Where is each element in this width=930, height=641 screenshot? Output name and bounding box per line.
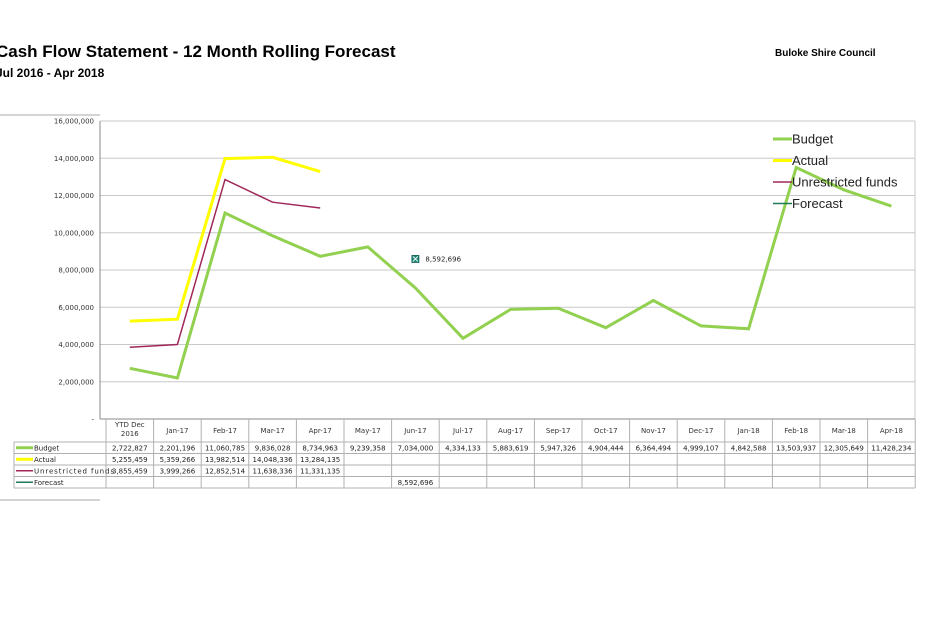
x-tick-label: YTD Dec — [114, 421, 145, 429]
x-tick-label: Apr-18 — [880, 427, 903, 435]
y-tick-label: 4,000,000 — [58, 341, 94, 349]
table-cell-value: 11,638,336 — [253, 467, 294, 475]
series-line-budget — [129, 165, 892, 380]
y-tick-label: 6,000,000 — [58, 304, 94, 312]
x-tick-label: May-17 — [355, 427, 381, 435]
table-cell-value: 2,722,827 — [112, 444, 148, 452]
table-row-label: Actual — [34, 456, 56, 464]
table-cell-value: 13,982,514 — [205, 456, 246, 464]
table-cell-value: 9,239,358 — [350, 444, 386, 452]
table-cell-value: 14,048,336 — [253, 456, 294, 464]
organization-name: Buloke Shire Council — [775, 48, 876, 59]
table-cell-value: 9,836,028 — [255, 444, 291, 452]
x-tick-label: 2016 — [121, 430, 139, 438]
table-cell-value: 6,364,494 — [636, 444, 672, 452]
forecast-data-label: 8,592,696 — [425, 255, 461, 263]
table-cell-value: 7,034,000 — [398, 444, 434, 452]
legend-label: Actual — [792, 153, 828, 168]
x-tick-label: Mar-18 — [832, 427, 856, 435]
table-cell-value: 11,331,135 — [300, 467, 340, 475]
table-cell-value: 5,883,619 — [493, 444, 529, 452]
x-tick-label: Mar-17 — [260, 427, 284, 435]
x-tick-label: Jan-18 — [736, 427, 759, 435]
table-cell-value: 12,852,514 — [205, 467, 246, 475]
x-tick-label: Nov-17 — [641, 427, 666, 435]
x-tick-label: Jan-17 — [165, 427, 188, 435]
table-cell-value: 5,947,326 — [540, 444, 576, 452]
table-cell-value: 13,284,135 — [300, 456, 340, 464]
legend-label: Unrestricted funds — [792, 175, 898, 190]
table-cell-value: 4,904,444 — [588, 444, 624, 452]
x-tick-label: Feb-17 — [213, 427, 237, 435]
y-tick-label: 10,000,000 — [54, 229, 94, 237]
table-cell-value: 3,999,266 — [160, 467, 196, 475]
table-cell-value: 13,503,937 — [776, 444, 816, 452]
table-cell-value: 8,734,963 — [302, 444, 338, 452]
table-cell-value: 2,201,196 — [160, 444, 196, 452]
y-tick-label: 14,000,000 — [54, 155, 94, 163]
x-tick-label: Jul-17 — [452, 427, 473, 435]
x-tick-label: Apr-17 — [309, 427, 332, 435]
y-tick-label: 12,000,000 — [54, 192, 94, 200]
table-cell-value: 12,305,649 — [824, 444, 864, 452]
y-tick-label: 8,000,000 — [58, 267, 94, 275]
series-line-actual — [129, 155, 321, 323]
table-cell-value: 4,334,133 — [445, 444, 481, 452]
y-tick-label: 16,000,000 — [54, 118, 94, 126]
legend-label: Forecast — [792, 196, 843, 211]
table-cell-value: 8,592,696 — [398, 479, 434, 487]
table-cell-value: 5,255,459 — [112, 456, 148, 464]
table-row-label: Budget — [34, 444, 59, 452]
legend-label: Budget — [792, 132, 834, 147]
table-cell-value: 4,999,107 — [683, 444, 719, 452]
x-tick-label: Feb-18 — [784, 427, 808, 435]
x-tick-label: Oct-17 — [594, 427, 618, 435]
x-tick-label: Aug-17 — [498, 427, 523, 435]
chart-title: Cash Flow Statement - 12 Month Rolling F… — [0, 42, 396, 61]
series-line-unrestricted-funds — [129, 178, 321, 348]
table-row-label: Unrestricted funds — [34, 467, 114, 475]
forecast-marker-cross — [412, 256, 419, 262]
table-cell-value: 3,855,459 — [112, 467, 148, 475]
table-cell-value: 11,428,234 — [871, 444, 912, 452]
y-tick-label: - — [91, 416, 94, 424]
y-tick-label: 2,000,000 — [58, 378, 94, 386]
x-tick-label: Sep-17 — [546, 427, 571, 435]
table-cell-value: 5,359,266 — [160, 456, 196, 464]
chart-subtitle: Jul 2016 - Apr 2018 — [0, 66, 105, 80]
table-cell-value: 11,060,785 — [205, 444, 245, 452]
x-tick-label: Jun-17 — [403, 427, 426, 435]
table-cell-value: 4,842,588 — [731, 444, 767, 452]
x-tick-label: Dec-17 — [689, 427, 714, 435]
table-row-label: Forecast — [34, 479, 64, 487]
